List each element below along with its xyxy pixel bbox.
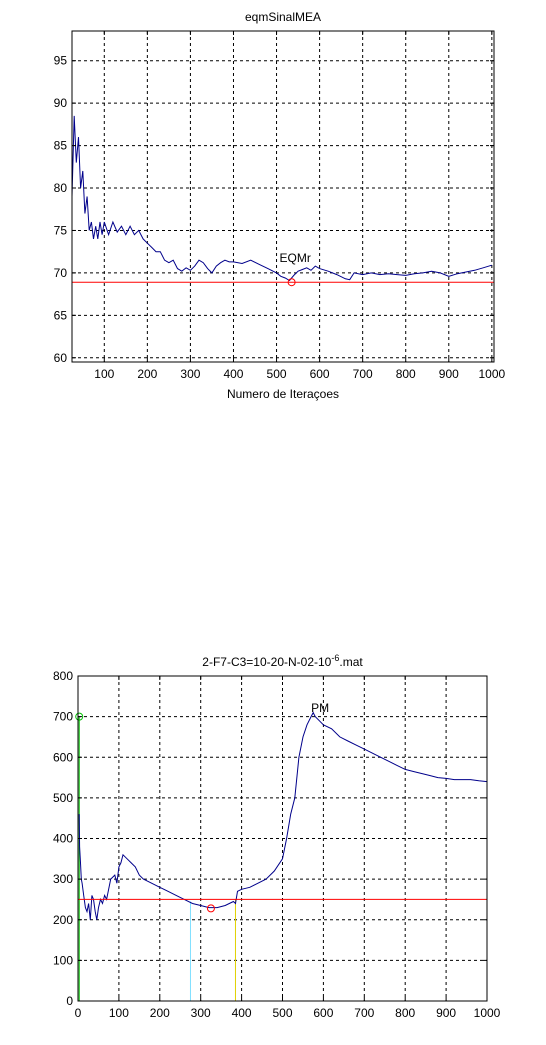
- chart-1-y-tick-label-70: 70: [54, 266, 68, 280]
- chart-1-title: eqmSinalMEA: [245, 10, 321, 24]
- chart-1-x-tick-label-200: 200: [137, 367, 157, 381]
- chart-eqm-sinal-mea: eqmSinalMEA Numero de Iteraçoes EQMr 100 2…: [54, 10, 506, 401]
- chart-2-x-tick-label-100: 100: [109, 1006, 129, 1020]
- chart-2-y-tick-label-600: 600: [53, 750, 73, 764]
- chart-2-x-tick-label-900: 900: [436, 1006, 456, 1020]
- chart-2-y-tick-label-700: 700: [53, 710, 73, 724]
- chart-2-y-tick-label-800: 800: [53, 669, 73, 683]
- chart-2-y-tick-label-400: 400: [53, 832, 73, 846]
- chart-1-x-tick-label-1000: 1000: [478, 367, 505, 381]
- chart-2-x-tick-label-200: 200: [150, 1006, 170, 1020]
- chart-2-x-tick-label-500: 500: [272, 1006, 292, 1020]
- chart-1-x-tick-label-600: 600: [310, 367, 330, 381]
- chart-2-series-line-0: [78, 711, 488, 920]
- chart-1-y-tick-label-90: 90: [54, 96, 68, 110]
- chart-1-y-tick-label-65: 65: [54, 308, 68, 322]
- chart-2-y-tick-label-300: 300: [53, 872, 73, 886]
- chart-2-title-main: 2-F7-C3=10-20-N-02-10: [202, 655, 331, 669]
- chart-2-x-tick-label-600: 600: [313, 1006, 333, 1020]
- chart-1-x-tick-label-900: 900: [439, 367, 459, 381]
- chart-1-x-tick-label-700: 700: [353, 367, 373, 381]
- chart-2-point-marker-1: [206, 904, 215, 913]
- chart-1-annotation-0: EQMr: [280, 251, 311, 265]
- chart-2-x-tick-label-0: 0: [75, 1006, 82, 1020]
- chart-1-series-line-0: [71, 115, 492, 282]
- chart-1-y-tick-label-80: 80: [54, 181, 68, 195]
- chart-2-title-exponent: -6: [331, 653, 339, 663]
- chart-2-title: 2-F7-C3=10-20-N-02-10-6.mat: [202, 653, 363, 669]
- chart-1-x-tick-label-300: 300: [180, 367, 200, 381]
- chart-1-y-tick-label-95: 95: [54, 54, 68, 68]
- chart-1-y-tick-label-60: 60: [54, 351, 68, 365]
- chart-2-y-tick-label-200: 200: [53, 913, 73, 927]
- chart-2-x-tick-label-800: 800: [395, 1006, 415, 1020]
- chart-1-y-tick-label-75: 75: [54, 223, 68, 237]
- chart-2-x-tick-label-1000: 1000: [474, 1006, 501, 1020]
- chart-2-title-tail: .mat: [339, 655, 363, 669]
- chart-2-y-tick-label-0: 0: [66, 994, 73, 1008]
- chart-2-x-tick-label-300: 300: [191, 1006, 211, 1020]
- chart-2-x-tick-label-400: 400: [232, 1006, 252, 1020]
- chart-2-point-marker-0: [75, 712, 84, 721]
- chart-1-x-tick-label-800: 800: [396, 367, 416, 381]
- chart-1-y-tick-label-85: 85: [54, 139, 68, 153]
- chart-1-x-axis-label: Numero de Iteraçoes: [227, 387, 339, 401]
- chart-2-y-tick-label-500: 500: [53, 791, 73, 805]
- chart-1-x-tick-label-400: 400: [223, 367, 243, 381]
- chart-1-point-marker-0: [287, 278, 296, 287]
- chart-1-x-tick-label-100: 100: [94, 367, 114, 381]
- chart-2-x-tick-label-700: 700: [354, 1006, 374, 1020]
- chart-1-plot-frame: [71, 30, 495, 363]
- chart-1-x-tick-label-500: 500: [267, 367, 287, 381]
- chart-2-y-tick-label-100: 100: [53, 953, 73, 967]
- chart-2-annotation-0: PM: [311, 701, 329, 715]
- chart-2-f7-c3: 2-F7-C3=10-20-N-02-10-6.mat PM 0 100 200 300…: [53, 653, 501, 1020]
